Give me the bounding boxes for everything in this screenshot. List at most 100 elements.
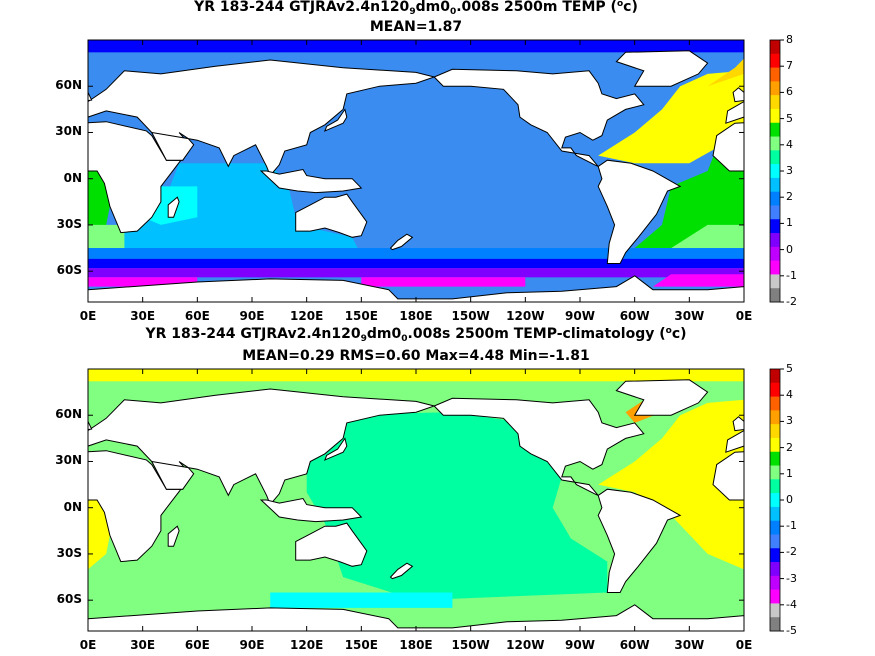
sa-band-east [88, 224, 125, 249]
colorbar-swatch [770, 40, 780, 55]
pacific-field [306, 412, 608, 601]
x-tick-label: 30E [130, 638, 156, 652]
land-antarctica [88, 604, 744, 631]
so-band-1 [88, 248, 744, 259]
x-tick-label: 0E [79, 638, 97, 652]
colorbar-swatch [770, 603, 780, 618]
y-tick-label: 0N [63, 499, 82, 514]
land-greenland [615, 50, 709, 87]
x-tick-label: 180E [399, 309, 433, 323]
land-eurasia-wrap [725, 100, 744, 124]
colorbar-swatch [770, 562, 780, 577]
panel1-subtitle: MEAN=1.87 [369, 19, 463, 35]
atlantic-field [598, 399, 744, 570]
colorbar-label: -1 [786, 268, 797, 282]
colorbar-label: 4 [786, 388, 793, 402]
colorbar-swatch [770, 369, 780, 384]
colorbar-swatch [770, 534, 780, 549]
colorbar-label: 8 [786, 33, 793, 46]
colorbar-swatch [770, 177, 780, 193]
land-africa [88, 450, 182, 563]
panel1-title: YR 183-244 GTJRAv2.4n1209dm00.008s 2500m… [194, 0, 638, 17]
colorbar-swatch [770, 150, 780, 165]
x-tick-label: 150E [344, 638, 378, 652]
colorbar-label: 0 [786, 242, 793, 256]
land-japan [324, 437, 348, 461]
land-eurasia-wrap [725, 429, 744, 453]
x-tick-label: 60W [619, 638, 650, 652]
x-tick-label: 120E [290, 638, 324, 652]
colorbar-label: -1 [786, 519, 797, 533]
x-tick-label: 90E [239, 638, 265, 652]
colorbar-swatch [770, 589, 780, 604]
x-tick-label: 150W [451, 638, 490, 652]
colorbar-swatch [770, 520, 780, 535]
colorbar-swatch [770, 260, 780, 275]
x-tick-label: 180E [399, 638, 433, 652]
so-band-4b [361, 277, 526, 287]
x-tick-label: 150W [451, 309, 490, 323]
y-tick-label: 30S [56, 216, 82, 231]
land-arabia-fill [150, 131, 195, 161]
so-band-4c [652, 274, 744, 287]
colorbar-label: 3 [786, 164, 793, 177]
colorbar-label: 3 [786, 414, 793, 428]
x-tick-label: 120W [506, 309, 545, 323]
land-africa-wrap [712, 122, 744, 172]
x-tick-label: 30E [130, 309, 156, 323]
land-new-zealand [389, 233, 414, 251]
land-n-america [433, 68, 645, 167]
land-indonesia [259, 497, 363, 523]
colorbar-label: 2 [786, 190, 793, 204]
colorbar-swatch [770, 382, 780, 398]
colorbar-label: -2 [786, 545, 797, 559]
colorbar-label: -3 [786, 571, 797, 585]
colorbar-label: 5 [786, 111, 793, 125]
land-new-zealand [389, 562, 414, 580]
colorbar-swatch [770, 53, 780, 69]
x-tick-label: 90E [239, 309, 265, 323]
map-panel-1 [87, 39, 784, 303]
colorbar-swatch [770, 451, 780, 467]
land-madagascar [167, 525, 180, 547]
y-tick-label: 60S [56, 263, 82, 278]
colorbar-swatch [770, 424, 780, 439]
nordic-field [707, 58, 744, 87]
x-tick-label: 0E [79, 309, 97, 323]
colorbar-swatch [770, 81, 780, 96]
colorbar-swatch [770, 274, 780, 289]
colorbar-swatch [770, 465, 780, 480]
y-tick-label: 0N [63, 170, 82, 185]
colorbar-label: 5 [786, 362, 793, 375]
colorbar-swatch [770, 95, 780, 110]
colorbar-swatch [770, 575, 780, 591]
land-africa [88, 121, 182, 234]
colorbar-label: 7 [786, 59, 793, 73]
colorbar-label: 0 [786, 493, 793, 506]
x-tick-label: 0E [735, 309, 753, 323]
y-tick-label: 60N [55, 78, 82, 93]
colorbar-swatch [770, 288, 780, 303]
north-atlantic-field [598, 70, 744, 164]
colorbar-label: 2 [786, 440, 793, 454]
colorbar-swatch [770, 479, 780, 494]
land-s-america [597, 488, 682, 593]
y-tick-label: 30S [56, 545, 82, 560]
x-tick-label: 60E [184, 638, 210, 652]
y-tick-label: 60S [56, 592, 82, 607]
x-tick-label: 60E [184, 309, 210, 323]
x-tick-label: 90W [565, 638, 595, 652]
south-atlantic-field [634, 132, 744, 249]
map-panel-2 [87, 368, 784, 632]
land-australia [295, 193, 368, 238]
colorbar-label: 4 [786, 137, 793, 151]
so-band-2 [88, 258, 744, 269]
east-atlantic-field [88, 147, 121, 249]
colorbar-swatch [770, 437, 780, 453]
colorbar-swatch [770, 108, 780, 124]
colorbar-swatch [770, 493, 780, 508]
y-tick-label: 30N [55, 453, 82, 468]
colorbar-label: 1 [786, 466, 793, 480]
indian-ocean-field [88, 163, 358, 249]
y-tick-label: 60N [55, 407, 82, 422]
